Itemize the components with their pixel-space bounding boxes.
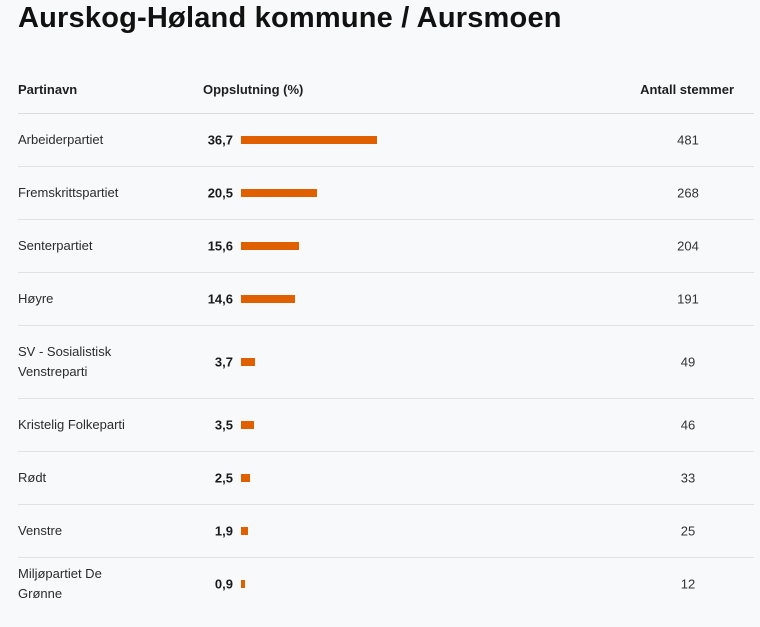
percent-label: 2,5: [214, 470, 233, 486]
table-row: Rødt 2,5 33: [18, 452, 754, 505]
party-name: Høyre: [18, 291, 54, 306]
percent-bar: [241, 421, 254, 429]
percent-bar: [241, 358, 255, 366]
percent-label: 20,5: [207, 185, 233, 201]
table-row: Miljøpartiet De Grønne 0,9 12: [18, 558, 754, 610]
table-row: Kristelig Folkeparti 3,5 46: [18, 399, 754, 452]
vote-count: 49: [680, 354, 696, 370]
table-row: Høyre 14,6 191: [18, 273, 754, 326]
column-header-party: Partinavn: [18, 82, 78, 97]
party-name: Fremskrittspartiet: [18, 185, 119, 200]
party-name: Kristelig Folkeparti: [18, 417, 125, 432]
party-name: Venstre: [18, 523, 63, 538]
vote-count: 33: [680, 470, 696, 486]
vote-count: 12: [680, 576, 696, 592]
column-header-percent: Oppslutning (%): [203, 82, 304, 97]
party-name: SV - Sosialistisk Venstreparti: [18, 344, 112, 379]
table-body: Arbeiderpartiet 36,7 481 Fremskrittspartiet…: [18, 114, 754, 610]
party-name: Rødt: [18, 470, 47, 485]
percent-label: 1,9: [214, 523, 233, 539]
vote-count: 481: [677, 132, 699, 148]
vote-count: 46: [680, 417, 696, 433]
table-row: Arbeiderpartiet 36,7 481: [18, 114, 754, 167]
percent-label: 3,7: [214, 354, 233, 370]
percent-bar: [241, 242, 299, 250]
percent-bar: [241, 136, 377, 144]
vote-count: 268: [677, 185, 699, 201]
column-header-votes: Antall stemmer: [640, 82, 734, 97]
party-name: Senterpartiet: [18, 238, 93, 253]
table-row: Venstre 1,9 25: [18, 505, 754, 558]
table-row: SV - Sosialistisk Venstreparti 3,7 49: [18, 326, 754, 399]
results-table: Partinavn Oppslutning (%) Antall stemmer…: [18, 62, 754, 610]
vote-count: 191: [677, 291, 699, 307]
vote-count: 25: [680, 523, 696, 539]
table-header: Partinavn Oppslutning (%) Antall stemmer: [18, 62, 754, 114]
party-name: Arbeiderpartiet: [18, 132, 104, 147]
page-title: Aurskog-Høland kommune / Aursmoen: [18, 2, 562, 34]
vote-count: 204: [677, 238, 699, 254]
party-name: Miljøpartiet De Grønne: [18, 566, 102, 601]
percent-label: 14,6: [207, 291, 233, 307]
table-row: Senterpartiet 15,6 204: [18, 220, 754, 273]
percent-label: 0,9: [214, 576, 233, 592]
table-row: Fremskrittspartiet 20,5 268: [18, 167, 754, 220]
percent-label: 3,5: [214, 417, 233, 433]
percent-label: 36,7: [207, 132, 233, 148]
percent-bar: [241, 527, 248, 535]
percent-label: 15,6: [207, 238, 233, 254]
percent-bar: [241, 295, 295, 303]
percent-bar: [241, 580, 245, 588]
percent-bar: [241, 474, 250, 482]
percent-bar: [241, 189, 317, 197]
